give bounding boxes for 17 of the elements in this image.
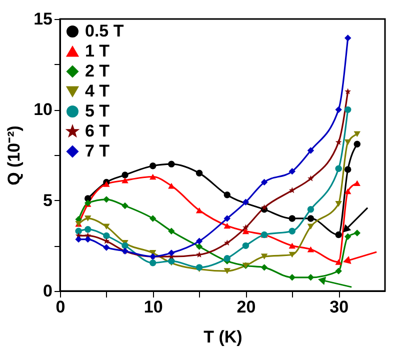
- x-tick-label: 0: [56, 298, 66, 316]
- x-tick-label: 30: [330, 298, 349, 316]
- legend-label: 7 T: [85, 142, 110, 160]
- legend-label: 0.5 T: [85, 22, 124, 40]
- y-tick-label: 5: [43, 190, 52, 210]
- x-tick-label: 20: [236, 298, 256, 316]
- y-axis-title: Q (10⁻²): [4, 126, 24, 186]
- x-axis-title: T (K): [204, 328, 242, 346]
- legend-label: 1 T: [85, 42, 110, 60]
- x-tick-label: 10: [144, 298, 163, 316]
- legend-label: 2 T: [85, 62, 110, 80]
- legend-label: 6 T: [85, 122, 110, 140]
- y-tick-label: 15: [34, 10, 52, 28]
- y-tick-label: 10: [34, 100, 52, 120]
- legend-label: 5 T: [85, 102, 110, 120]
- legend-label: 4 T: [85, 82, 110, 100]
- y-tick-label: 0: [43, 282, 52, 300]
